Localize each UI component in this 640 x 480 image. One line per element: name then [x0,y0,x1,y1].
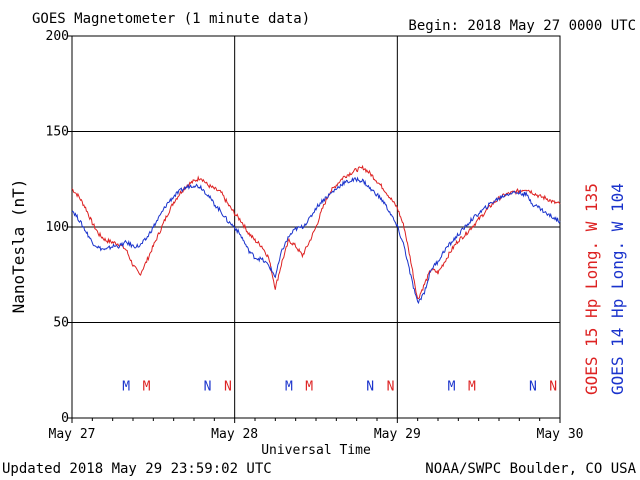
legend-goes14: GOES 14 Hp Long. W 104 [608,183,627,395]
x-tick-label: May 30 [537,427,584,442]
marker-m: M [122,380,130,395]
x-tick-labels: May 27 May 28 May 29 May 30 [49,427,584,442]
updated-timestamp: Updated 2018 May 29 23:59:02 UTC [2,461,272,477]
legend-goes15: GOES 15 Hp Long. W 135 [582,183,601,395]
x-tick-label: May 28 [211,427,258,442]
y-tick-label: 100 [46,220,69,235]
marker-m: M [448,380,456,395]
series-lines [71,164,561,305]
y-tick-label: 0 [61,411,69,426]
y-tick-labels: 0 50 100 150 200 [46,29,69,426]
x-tick-label: May 27 [49,427,96,442]
marker-m: M [285,380,293,395]
x-tick-label: May 29 [374,427,421,442]
marker-n: N [224,380,232,395]
begin-time: Begin: 2018 May 27 0000 UTC [408,18,636,34]
marker-n: N [366,380,374,395]
chart-title: GOES Magnetometer (1 minute data) [32,11,310,27]
y-tick-label: 200 [46,29,69,44]
y-axis-label: NanoTesla (nT) [9,179,28,314]
series-line-goes15 [71,164,561,300]
marker-m: M [468,380,476,395]
marker-n: N [549,380,557,395]
grid-lines [68,35,561,423]
marker-n: N [387,380,395,395]
y-tick-label: 150 [46,125,69,140]
marker-n: N [529,380,537,395]
x-axis-label: Universal Time [261,443,371,458]
y-tick-label: 50 [53,316,69,331]
marker-m: M [305,380,313,395]
credit-text: NOAA/SWPC Boulder, CO USA [425,461,636,477]
marker-n: N [204,380,212,395]
marker-m: M [143,380,151,395]
plot-area [71,35,561,419]
series-line-goes14 [71,176,561,305]
